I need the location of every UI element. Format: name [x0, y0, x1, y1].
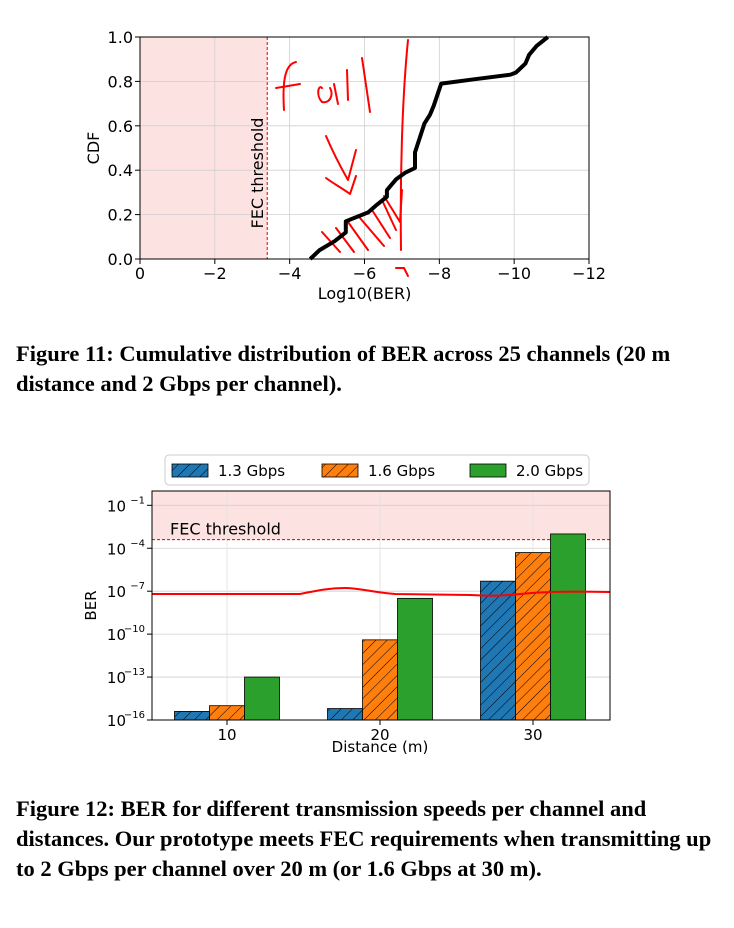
- handwritten-annotation: [275, 39, 409, 277]
- x-tick-label: −8: [428, 264, 452, 283]
- x-axis-label: Distance (m): [332, 738, 429, 756]
- handwritten-stroke: [399, 39, 409, 251]
- y-tick-label: 10: [107, 540, 126, 558]
- bar: [550, 533, 586, 721]
- y-tick-label: 0.6: [108, 117, 133, 136]
- handwritten-stroke: [317, 83, 339, 105]
- y-tick-exponent: −1: [130, 495, 145, 506]
- x-tick-label: 30: [523, 726, 542, 744]
- legend-label: 1.6 Gbps: [368, 462, 435, 480]
- y-tick-label: 0.0: [108, 250, 133, 269]
- y-tick-exponent: −4: [130, 538, 145, 549]
- legend-label: 1.3 Gbps: [218, 462, 285, 480]
- x-tick-label: 0: [135, 264, 145, 283]
- x-tick-label: 20: [370, 726, 389, 744]
- fec-threshold-label: FEC threshold: [248, 118, 267, 229]
- cdf-chart: FEC threshold 0 −2 −4 −6 −8 −10 −12 0.0 0.2 0.4 0.6…: [84, 28, 606, 303]
- figure-11: FEC threshold 0 −2 −4 −6 −8 −10 −12 0.0 0.2 0.4 0.6…: [0, 0, 734, 320]
- handwritten-stroke: [325, 135, 357, 181]
- bar: [244, 676, 280, 721]
- y-tick-label: 10: [107, 583, 126, 601]
- figure-12: FEC threshold 10 −1 10 −4 10 −7 10 −10 10 −13 10 −16…: [0, 450, 734, 780]
- y-tick-label: 10: [107, 669, 126, 687]
- figure-12-caption: Figure 12: BER for different transmissio…: [16, 796, 712, 881]
- y-tick-exponent: −16: [124, 710, 145, 721]
- fec-threshold-label: FEC threshold: [170, 520, 281, 539]
- y-axis-label: CDF: [84, 132, 103, 165]
- handwritten-stroke: [395, 267, 409, 277]
- y-tick-exponent: −13: [124, 667, 145, 678]
- handwritten-line: [152, 586, 611, 597]
- bar: [327, 708, 363, 721]
- bar: [174, 711, 210, 721]
- above-threshold-shade: [152, 491, 610, 540]
- handwritten-stroke: [383, 189, 403, 223]
- y-tick-label: 0.4: [108, 161, 133, 180]
- x-tick-label: −2: [203, 264, 227, 283]
- plot-frame: [151, 490, 611, 721]
- y-tick-label: 0.2: [108, 206, 133, 225]
- y-tick-label: 10: [107, 497, 126, 515]
- y-tick-label: 10: [107, 626, 126, 644]
- x-tick-label: −6: [353, 264, 377, 283]
- legend-swatch: [321, 463, 359, 478]
- x-axis-label: Log10(BER): [318, 284, 412, 303]
- y-tick-exponent: −10: [124, 624, 145, 635]
- x-tick-label: −10: [497, 264, 531, 283]
- bar: [209, 705, 245, 721]
- legend-label: 2.0 Gbps: [516, 462, 583, 480]
- y-tick-label: 10: [107, 712, 126, 730]
- legend-swatch: [171, 463, 209, 478]
- handwritten-stroke: [275, 61, 301, 111]
- y-axis-label: BER: [82, 590, 100, 620]
- y-tick-label: 1.0: [108, 28, 133, 47]
- bar: [480, 580, 516, 721]
- legend-box: [164, 454, 590, 486]
- cdf-curve: [308, 35, 550, 261]
- legend: 1.3 Gbps 1.6 Gbps 2.0 Gbps: [164, 454, 590, 486]
- y-tick-label: 0.8: [108, 72, 133, 91]
- bar: [362, 639, 398, 721]
- y-tick-exponent: −7: [130, 581, 145, 592]
- bar: [397, 597, 433, 721]
- handwritten-stroke: [361, 57, 371, 113]
- legend-swatch: [469, 463, 507, 478]
- x-tick-label: 10: [217, 726, 236, 744]
- x-tick-label: −12: [572, 264, 606, 283]
- figure-11-caption: Figure 11: Cumulative distribution of BE…: [16, 341, 671, 396]
- below-threshold-shade: [140, 37, 268, 259]
- bar: [515, 552, 551, 721]
- x-tick-label: −4: [278, 264, 302, 283]
- handwritten-stroke: [346, 69, 349, 101]
- handwritten-stroke: [325, 175, 357, 195]
